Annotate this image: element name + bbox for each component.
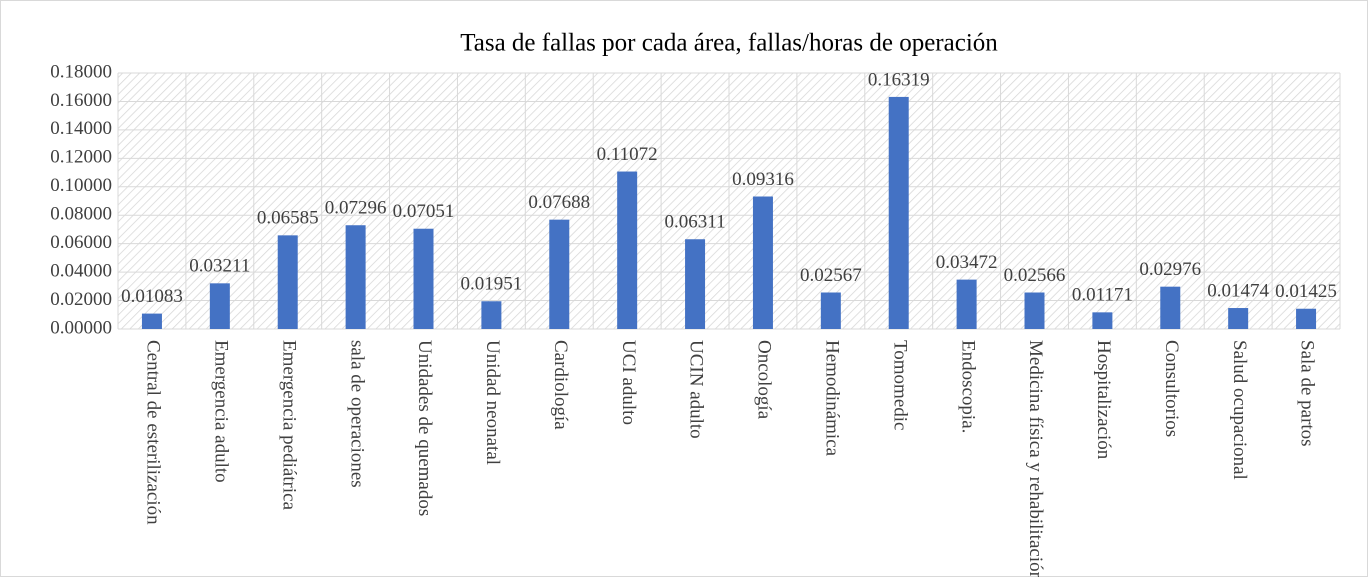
bar	[277, 235, 298, 329]
y-tick-label: 0.10000	[50, 175, 112, 196]
x-tick-label: Central de esterilización	[143, 340, 164, 525]
y-tick-label: 0.16000	[50, 90, 112, 111]
bar	[1228, 308, 1249, 329]
data-label: 0.07296	[325, 198, 387, 219]
data-label: 0.01951	[461, 274, 523, 295]
x-tick-label: Cardiología	[550, 340, 571, 430]
data-label: 0.03472	[936, 252, 998, 273]
bar	[481, 301, 502, 329]
x-tick-label: Consultorios	[1161, 340, 1182, 437]
data-label: 0.11072	[597, 144, 658, 165]
data-label: 0.01474	[1207, 280, 1269, 301]
x-tick-label: Sala de partos	[1297, 340, 1318, 447]
data-label: 0.06311	[665, 212, 726, 233]
data-label: 0.02566	[1004, 265, 1066, 286]
bar	[413, 228, 434, 329]
bar	[1024, 292, 1045, 329]
x-tick-label: Tomomedic	[889, 340, 910, 430]
data-label: 0.01083	[121, 286, 183, 307]
bar	[1296, 308, 1317, 329]
data-label: 0.07688	[528, 192, 590, 213]
data-label: 0.02567	[800, 265, 862, 286]
bar	[549, 219, 570, 329]
x-tick-label: Salud ocupacional	[1229, 340, 1250, 480]
data-label: 0.06585	[257, 208, 319, 229]
bar	[617, 171, 638, 329]
data-label: 0.01171	[1072, 285, 1133, 306]
x-tick-label: Unidad neonatal	[482, 340, 503, 465]
x-tick-label: Endoscopia.	[957, 340, 978, 433]
bar	[685, 239, 706, 329]
x-tick-label: UCI adulto	[618, 340, 639, 425]
data-label: 0.09316	[732, 169, 794, 190]
x-tick-label: UCIN adulto	[686, 340, 707, 439]
y-tick-label: 0.08000	[50, 204, 112, 225]
bar	[1160, 286, 1181, 329]
y-tick-label: 0.04000	[50, 260, 112, 281]
data-label: 0.16319	[868, 69, 930, 90]
chart-title: Tasa de fallas por cada área, fallas/hor…	[460, 30, 998, 57]
x-tick-label: Hospitalización	[1093, 340, 1114, 460]
bar	[209, 283, 230, 329]
x-tick-label: Unidades de quemados	[414, 340, 435, 516]
data-label: 0.02976	[1139, 259, 1201, 280]
y-tick-label: 0.12000	[50, 147, 112, 168]
bar	[345, 225, 366, 329]
bar	[752, 196, 773, 329]
x-tick-label: sala de operaciones	[346, 340, 367, 488]
bar	[141, 313, 162, 329]
x-tick-label: Emergencia adulto	[210, 340, 231, 483]
x-tick-label: Hemodinámica	[821, 340, 842, 457]
bar	[956, 279, 977, 329]
y-tick-label: 0.02000	[50, 289, 112, 310]
y-tick-label: 0.06000	[50, 232, 112, 253]
x-tick-label: Medicina física y rehabilitación	[1025, 340, 1046, 577]
y-tick-label: 0.00000	[50, 317, 112, 338]
data-label: 0.01425	[1275, 281, 1337, 302]
x-tick-label: Oncología	[754, 340, 775, 420]
data-label: 0.03211	[189, 256, 250, 277]
y-tick-label: 0.18000	[50, 61, 112, 82]
bar	[888, 96, 909, 329]
bar	[820, 292, 841, 329]
y-tick-label: 0.14000	[50, 118, 112, 139]
data-label: 0.07051	[393, 201, 455, 222]
x-tick-label: Emergencia pediátrica	[278, 340, 299, 511]
bar	[1092, 312, 1113, 329]
